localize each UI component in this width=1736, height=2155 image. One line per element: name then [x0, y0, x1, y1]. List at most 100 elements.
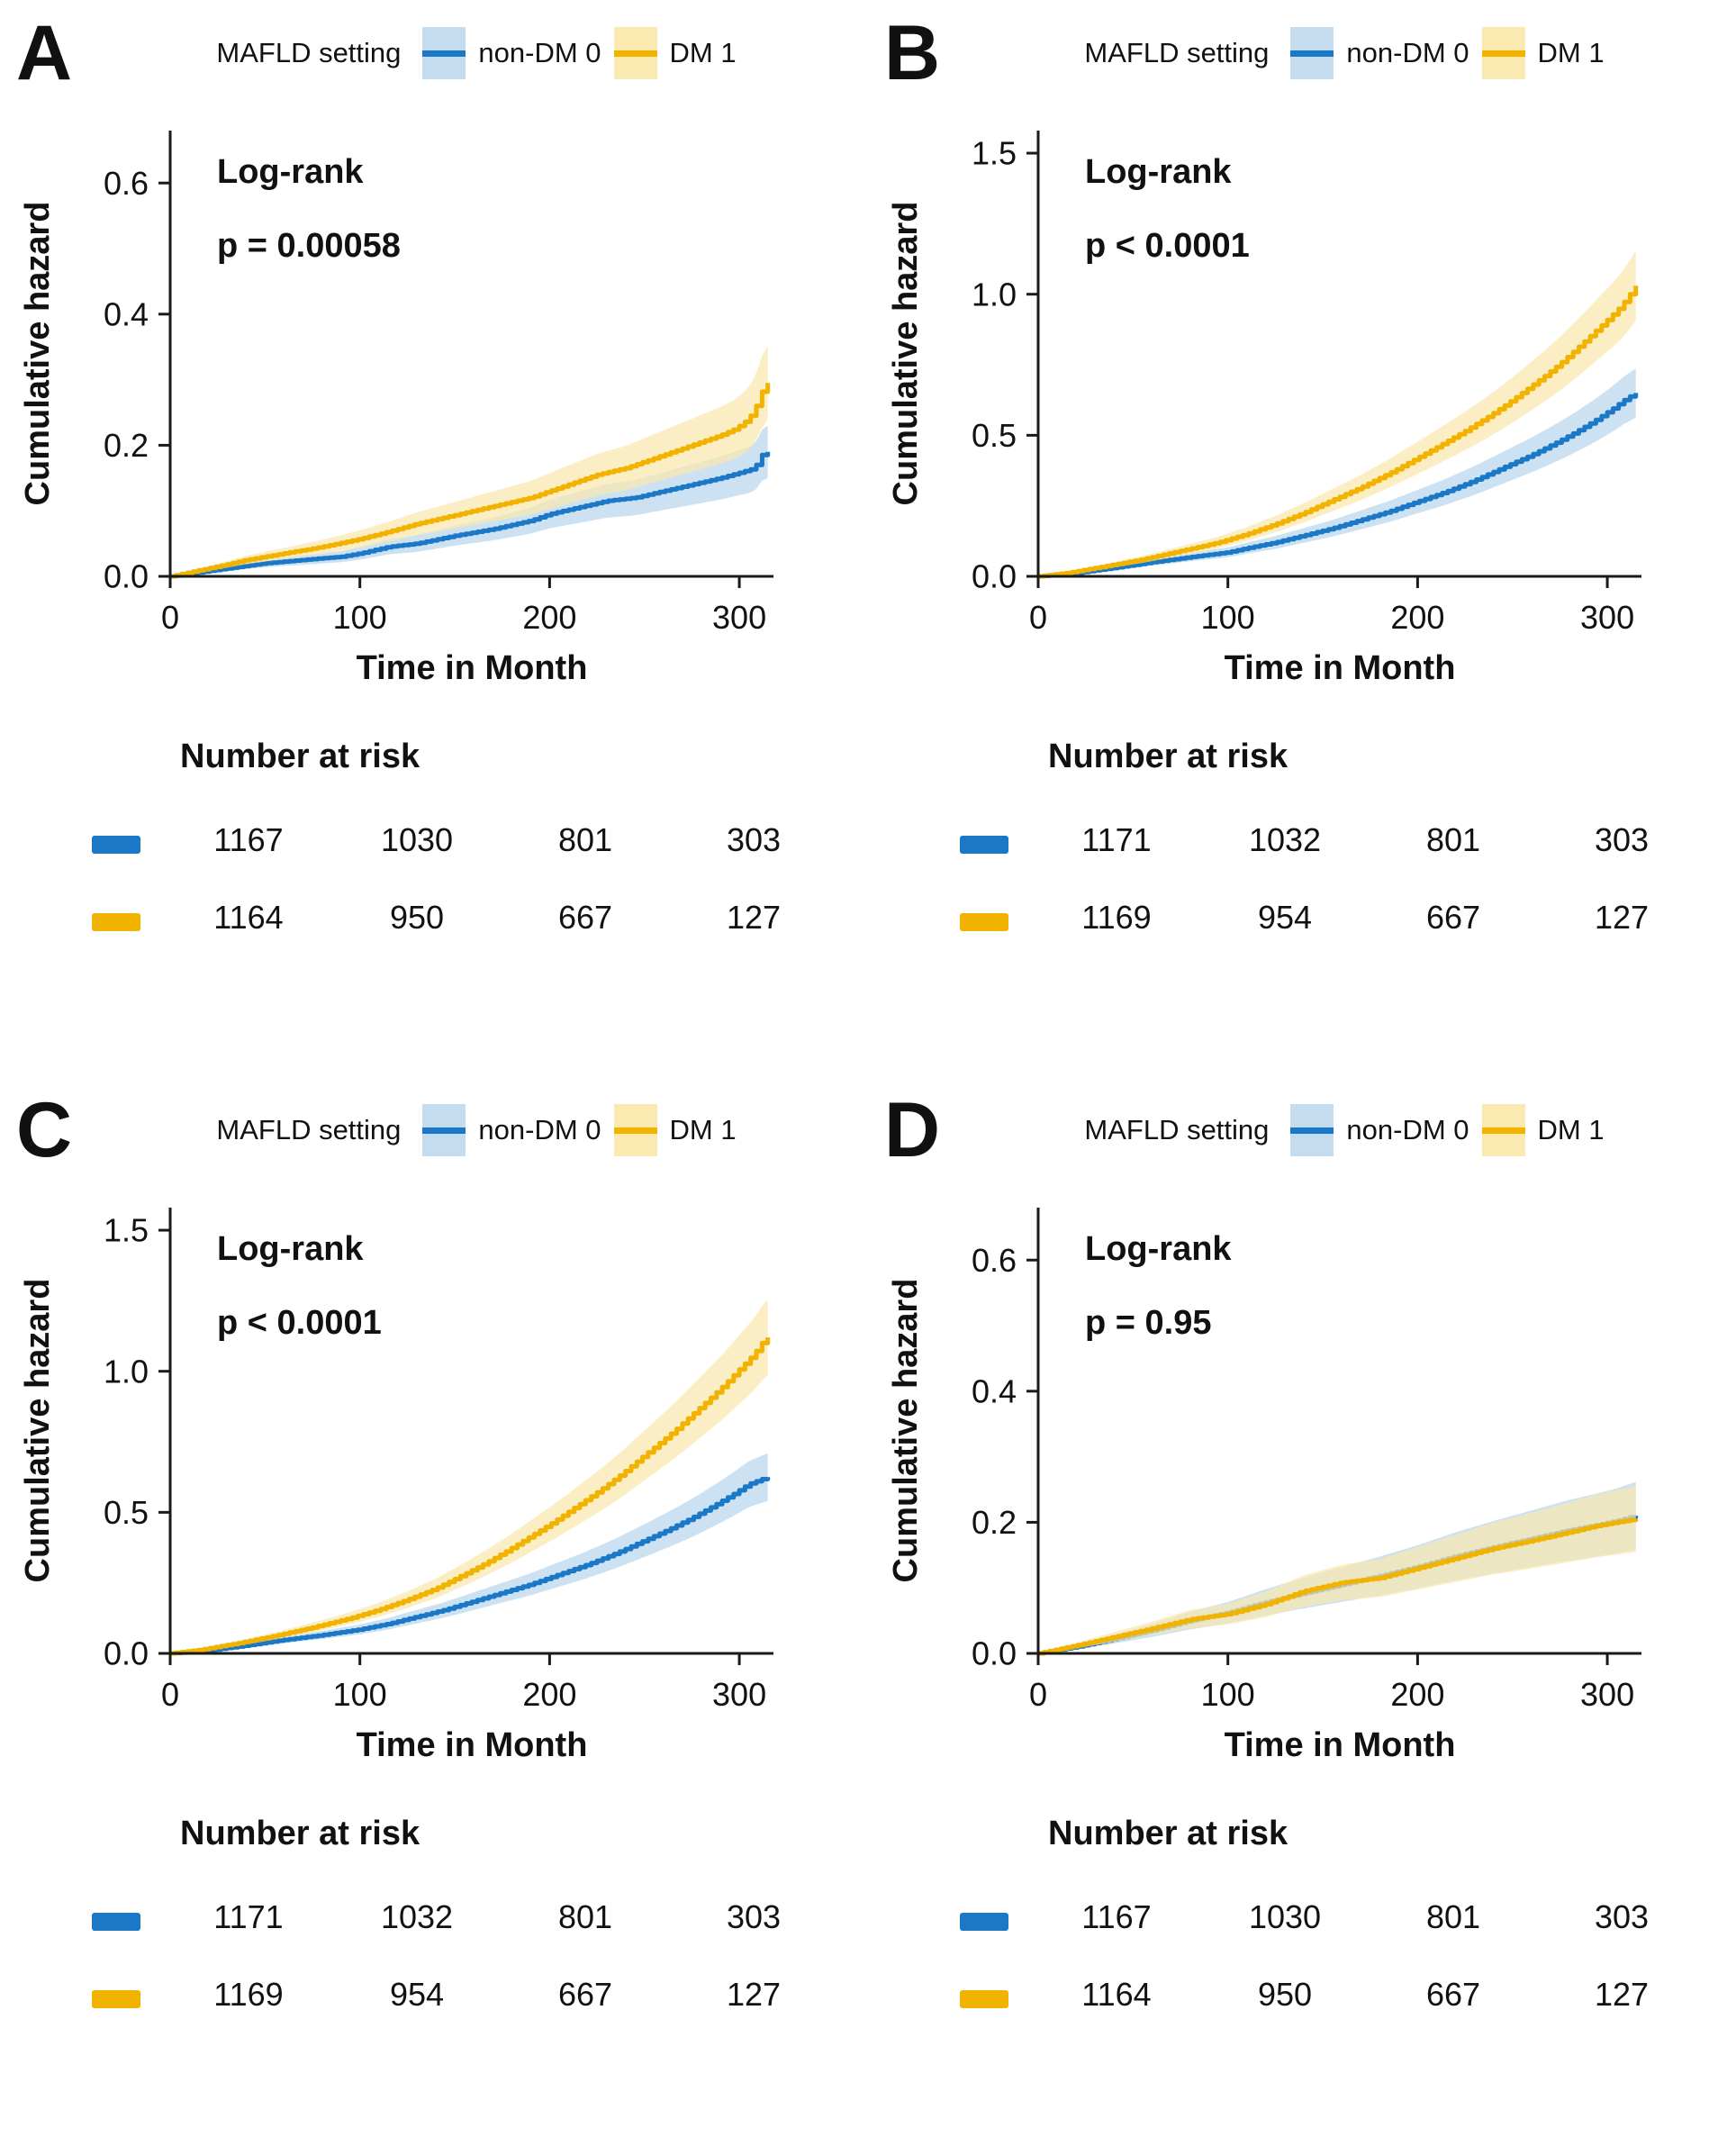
- y-axis-title: Cumulative hazard: [19, 1279, 57, 1583]
- x-tick-label: 200: [522, 599, 576, 636]
- legend-swatch-non-dm: [422, 27, 466, 79]
- risk-count: 667: [558, 1976, 612, 2013]
- x-tick-label: 0: [1029, 1676, 1047, 1713]
- legend-label-dm: DM 1: [669, 1114, 737, 1145]
- y-tick-label: 1.0: [972, 276, 1017, 312]
- panel-c: C MAFLD setting non-DM 0 DM 1 0.0 0.5 1.0 1…: [0, 1077, 868, 2155]
- risk-row-chip-dm: [92, 913, 140, 931]
- ci-band-dm: [1038, 1486, 1636, 1653]
- risk-count: 127: [727, 899, 781, 936]
- risk-count: 1164: [1081, 1976, 1151, 2013]
- x-tick-label: 0: [161, 599, 179, 636]
- risk-row-chip-non-dm: [92, 1913, 140, 1931]
- panel-d: D MAFLD setting non-DM 0 DM 1 0.0 0.2 0.4 0…: [868, 1077, 1736, 2155]
- dm-line-icon: [613, 1127, 657, 1134]
- y-tick-label: 0.6: [104, 165, 149, 202]
- x-tick-label: 200: [1390, 599, 1444, 636]
- risk-count: 1032: [381, 1898, 453, 1935]
- ci-band-non-dm: [1038, 368, 1636, 576]
- x-tick-label: 300: [712, 1676, 766, 1713]
- non-dm-line-icon: [1290, 50, 1334, 57]
- y-tick-label: 1.5: [972, 135, 1017, 172]
- x-tick-label: 300: [712, 599, 766, 636]
- x-axis-title: Time in Month: [1225, 1726, 1456, 1764]
- risk-row-chip-non-dm: [960, 836, 1008, 854]
- x-tick-label: 0: [1029, 599, 1047, 636]
- hazard-chart-d: 0.0 0.2 0.4 0.6 0 100 200 300 Cumulative hazard T…: [887, 1208, 1649, 2013]
- ci-band-non-dm: [170, 1453, 768, 1653]
- panel-d-header: D MAFLD setting non-DM 0 DM 1: [868, 1084, 1736, 1176]
- risk-count: 950: [1258, 1976, 1312, 2013]
- number-at-risk-title: Number at risk: [1048, 1815, 1288, 1852]
- y-tick-label: 0.0: [104, 558, 149, 595]
- dm-line-icon: [1481, 1127, 1525, 1134]
- hazard-chart-a: 0.0 0.2 0.4 0.6 0 100 200 300 Cumulative hazard T…: [19, 131, 781, 936]
- legend-label-non-dm: non-DM 0: [1346, 37, 1469, 68]
- y-tick-label: 0.2: [104, 427, 149, 464]
- panel-letter: C: [16, 1087, 72, 1173]
- x-tick-label: 300: [1580, 1676, 1634, 1713]
- y-tick-label: 0.4: [104, 295, 149, 332]
- ci-band-dm: [1038, 250, 1636, 576]
- legend-title: MAFLD setting: [216, 37, 402, 68]
- risk-count: 1030: [381, 821, 453, 858]
- risk-row-chip-non-dm: [92, 836, 140, 854]
- risk-count: 127: [1595, 899, 1649, 936]
- legend-swatch-dm: [1481, 27, 1525, 79]
- legend-swatch-non-dm: [1290, 27, 1334, 79]
- hazard-curve-dm: [1038, 1517, 1639, 1656]
- non-dm-line-icon: [422, 50, 466, 57]
- y-tick-label: 1.5: [104, 1212, 149, 1249]
- risk-count: 667: [1426, 899, 1480, 936]
- y-tick-label: 0.5: [972, 417, 1017, 454]
- x-tick-label: 100: [1201, 599, 1255, 636]
- y-axis-title: Cumulative hazard: [19, 202, 57, 506]
- legend-label-dm: DM 1: [1537, 37, 1605, 68]
- legend-title: MAFLD setting: [216, 1114, 402, 1145]
- risk-row-chip-dm: [960, 1990, 1008, 2008]
- panel-a-header: A MAFLD setting non-DM 0 DM 1: [0, 7, 868, 99]
- ci-band-non-dm: [1038, 1481, 1636, 1653]
- y-tick-label: 0.5: [104, 1494, 149, 1531]
- risk-count: 1171: [213, 1898, 283, 1935]
- risk-count: 303: [727, 821, 781, 858]
- risk-count: 950: [390, 899, 444, 936]
- risk-count: 801: [1426, 821, 1480, 858]
- y-tick-label: 0.0: [104, 1635, 149, 1672]
- x-tick-label: 0: [161, 1676, 179, 1713]
- x-tick-label: 300: [1580, 599, 1634, 636]
- y-tick-label: 0.0: [972, 1635, 1017, 1672]
- y-tick-label: 0.6: [972, 1242, 1017, 1279]
- y-tick-label: 0.0: [972, 558, 1017, 595]
- legend-label-non-dm: non-DM 0: [478, 37, 601, 68]
- hazard-curve-dm: [170, 1337, 771, 1656]
- risk-count: 127: [727, 1976, 781, 2013]
- y-axis-title: Cumulative hazard: [887, 202, 925, 506]
- risk-count: 1171: [1081, 821, 1151, 858]
- risk-count: 954: [1258, 899, 1312, 936]
- legend-label-dm: DM 1: [669, 37, 737, 68]
- p-value-label: p < 0.0001: [217, 1304, 382, 1342]
- x-axis-title: Time in Month: [357, 649, 588, 687]
- legend-swatch-non-dm: [1290, 1104, 1334, 1156]
- legend: MAFLD setting non-DM 0 DM 1: [953, 27, 1736, 79]
- dm-line-icon: [1481, 50, 1525, 57]
- x-axis-title: Time in Month: [1225, 649, 1456, 687]
- risk-row-chip-dm: [92, 1990, 140, 2008]
- risk-count: 801: [558, 821, 612, 858]
- risk-count: 1032: [1249, 821, 1321, 858]
- logrank-label: Log-rank: [217, 153, 364, 191]
- hazard-chart-b: 0.0 0.5 1.0 1.5 0 100 200 300 Cumulative hazard T…: [887, 131, 1649, 936]
- logrank-label: Log-rank: [217, 1230, 364, 1268]
- p-value-label: p = 0.95: [1085, 1304, 1211, 1342]
- number-at-risk-title: Number at risk: [1048, 738, 1288, 775]
- non-dm-line-icon: [422, 1127, 466, 1134]
- legend-swatch-dm: [613, 27, 657, 79]
- risk-count: 801: [558, 1898, 612, 1935]
- p-value-label: p = 0.00058: [217, 227, 401, 265]
- panel-letter: D: [884, 1087, 940, 1173]
- risk-count: 1030: [1249, 1898, 1321, 1935]
- risk-count: 667: [558, 899, 612, 936]
- dm-line-icon: [613, 50, 657, 57]
- x-tick-label: 200: [1390, 1676, 1444, 1713]
